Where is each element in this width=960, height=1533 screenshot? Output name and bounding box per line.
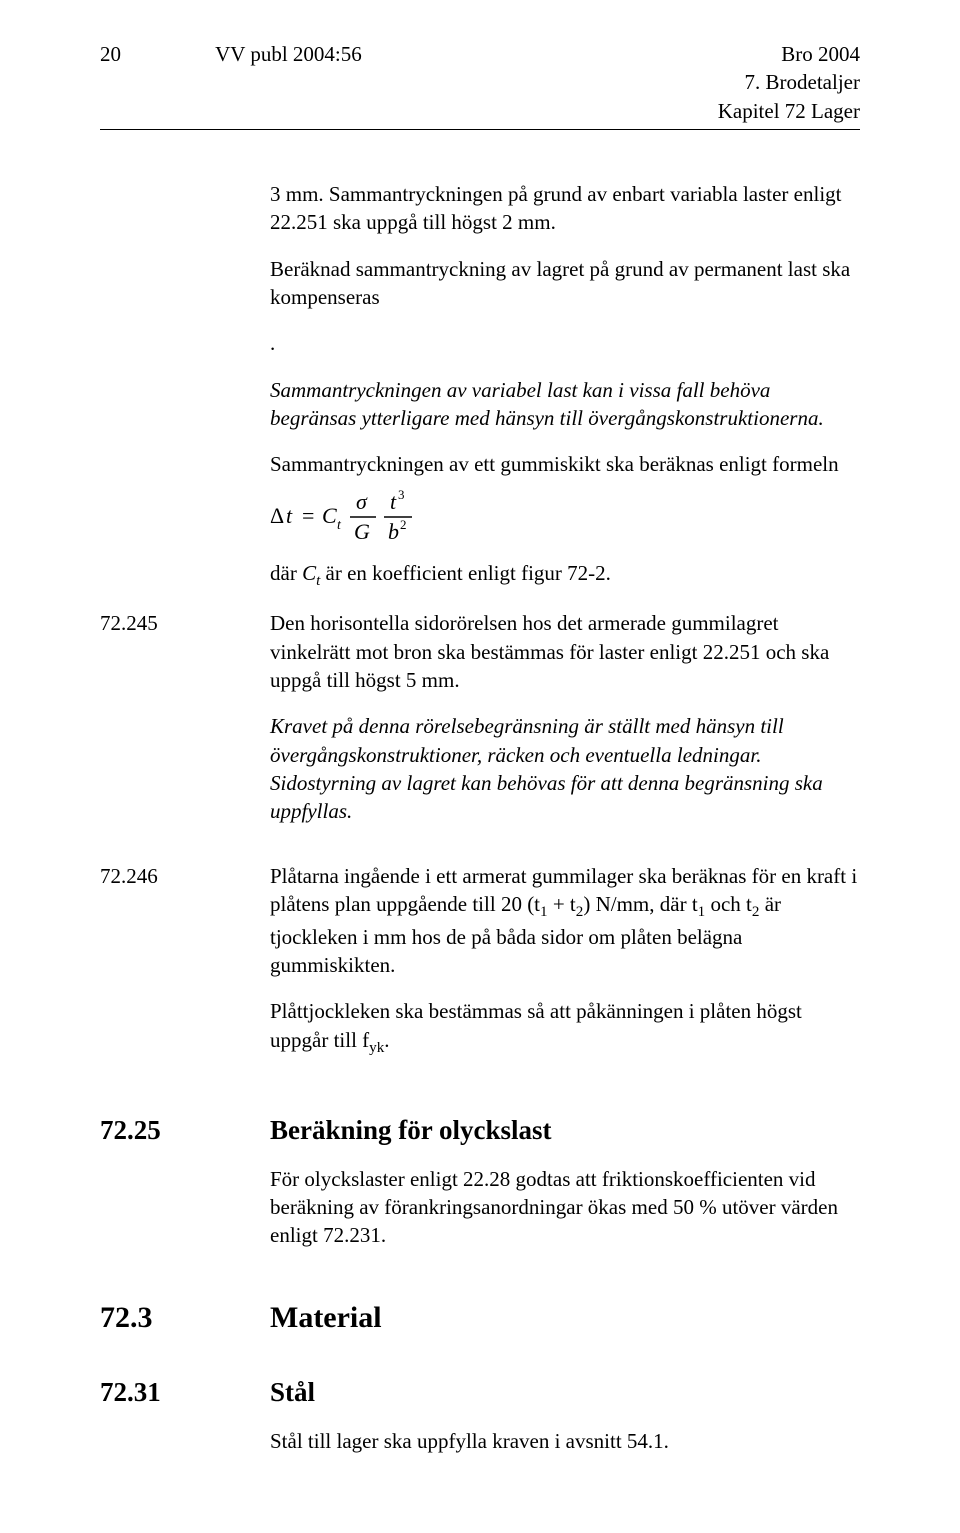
- section-72-31-body: Stål till lager ska uppfylla kraven i av…: [270, 1427, 860, 1455]
- formula-b: b: [388, 519, 399, 544]
- intro-p4: Sammantryckningen av ett gummiskikt ska …: [270, 450, 860, 478]
- formula-b-sup: 2: [400, 517, 407, 532]
- intro-p2: Beräknad sammantryckning av lagret på gr…: [270, 255, 860, 312]
- s72-246-p2-sub: yk: [369, 1040, 384, 1056]
- section-body: Den horisontella sidorörelsen hos det ar…: [270, 609, 860, 843]
- intro-dot: [270, 329, 860, 357]
- formula-eq: =: [302, 503, 314, 528]
- s72-246-p2-a: Plåttjockleken ska bestämmas så att påkä…: [270, 999, 802, 1051]
- intro-p3: Sammantryckningen av variabel last kan i…: [270, 376, 860, 433]
- formula-C-sub: t: [337, 518, 342, 533]
- section-number: 72.25: [100, 1112, 270, 1148]
- section-72-25-body: För olyckslaster enligt 22.28 godtas att…: [270, 1165, 860, 1250]
- formula-t-lhs: t: [286, 503, 293, 528]
- s72-31-p1: Stål till lager ska uppfylla kraven i av…: [270, 1427, 860, 1455]
- s72-246-p1-c: ) N/mm, där t: [583, 892, 697, 916]
- section-72-3: 72.3 Material: [100, 1268, 860, 1357]
- header-right: Bro 2004 7. Brodetaljer Kapitel 72 Lager: [718, 40, 860, 125]
- s72-245-p2: Kravet på denna rörelsebegränsning är st…: [270, 712, 860, 825]
- section-72-246: 72.246 Plåtarna ingående i ett armerat g…: [100, 862, 860, 1077]
- formula-G: G: [354, 519, 370, 544]
- publication-id: VV publ 2004:56: [215, 42, 362, 66]
- s72-246-p1-b: + t: [548, 892, 576, 916]
- intro-p5-suffix: är en koefficient enligt figur 72-2.: [320, 561, 611, 585]
- section-title: Stål: [270, 1374, 860, 1410]
- section-body: Plåtarna ingående i ett armerat gummilag…: [270, 862, 860, 1077]
- header-left: 20 VV publ 2004:56: [100, 40, 362, 68]
- section-number: 72.246: [100, 862, 270, 1077]
- intro-p5-C: C: [302, 561, 316, 585]
- section-number: 72.31: [100, 1374, 270, 1410]
- formula-C: C: [322, 503, 337, 528]
- doc-title-1: Bro 2004: [718, 40, 860, 68]
- section-72-245: 72.245 Den horisontella sidorörelsen hos…: [100, 609, 860, 843]
- formula-t-sup: 3: [398, 487, 405, 502]
- page-number: 20: [100, 42, 121, 66]
- formula: Δ t = C t σ G t 3 b 2: [270, 485, 860, 545]
- section-title: Beräkning för olyckslast: [270, 1112, 860, 1148]
- s72-246-p1-d: och t: [705, 892, 752, 916]
- formula-svg: Δ t = C t σ G t 3 b 2: [270, 485, 470, 545]
- intro-p5: där Ct är en koefficient enligt figur 72…: [270, 559, 860, 592]
- s72-25-p1: För olyckslaster enligt 22.28 godtas att…: [270, 1165, 860, 1250]
- intro-p1: 3 mm. Sammantryckningen på grund av enba…: [270, 180, 860, 237]
- header-rule: [100, 129, 860, 130]
- intro-p5-prefix: där: [270, 561, 302, 585]
- section-72-31: 72.31 Stål: [100, 1356, 860, 1426]
- doc-title-3: Kapitel 72 Lager: [718, 97, 860, 125]
- doc-title-2: 7. Brodetaljer: [718, 68, 860, 96]
- section-72-25: 72.25 Beräkning för olyckslast: [100, 1094, 860, 1164]
- section-title: Material: [270, 1298, 860, 1339]
- s72-246-p2-b: .: [384, 1028, 389, 1052]
- s72-246-p1: Plåtarna ingående i ett armerat gummilag…: [270, 862, 860, 980]
- formula-t-num: t: [390, 489, 397, 514]
- s72-246-p2: Plåttjockleken ska bestämmas så att påkä…: [270, 997, 860, 1058]
- intro-block: 3 mm. Sammantryckningen på grund av enba…: [270, 180, 860, 591]
- section-number: 72.3: [100, 1298, 270, 1339]
- s72-245-p1: Den horisontella sidorörelsen hos det ar…: [270, 609, 860, 694]
- section-number: 72.245: [100, 609, 270, 843]
- formula-delta: Δ: [270, 503, 284, 528]
- page-header: 20 VV publ 2004:56 Bro 2004 7. Brodetalj…: [100, 40, 860, 125]
- formula-sigma: σ: [356, 489, 368, 514]
- s72-246-sub1: 1: [540, 904, 548, 920]
